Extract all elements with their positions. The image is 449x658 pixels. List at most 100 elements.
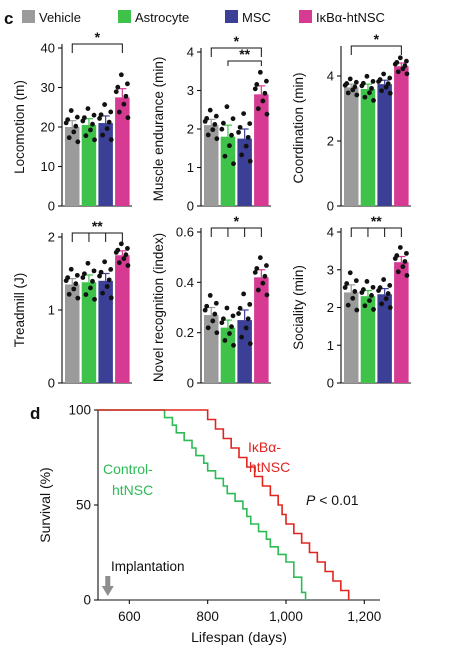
y-tick-label: 0 [83, 593, 91, 608]
data-point [370, 78, 376, 84]
data-point [387, 305, 393, 310]
legend: Vehicle Astrocyte MSC IκBα-htNSC [22, 10, 385, 25]
y-tick-label: 0 [327, 376, 334, 391]
significance-label: ** [371, 213, 382, 229]
data-point [205, 132, 211, 138]
data-point [257, 255, 263, 261]
y-axis-label: Coordination (min) [291, 72, 306, 183]
data-point [202, 307, 208, 313]
y-tick-label: 2 [187, 122, 194, 137]
data-point [385, 291, 391, 296]
y-tick-label: 0.2 [176, 325, 194, 340]
data-point [125, 263, 131, 268]
data-point [207, 293, 213, 298]
data-point [252, 269, 258, 275]
data-point [344, 281, 350, 286]
data-point [224, 104, 230, 110]
data-point [98, 112, 104, 118]
data-point [257, 69, 263, 75]
implantation-arrow-shaft [105, 576, 111, 587]
bar-ibhtnsc [115, 255, 130, 383]
data-point [222, 153, 228, 159]
data-point [118, 72, 124, 78]
data-point [91, 268, 97, 274]
data-point [75, 139, 81, 145]
data-point [264, 111, 270, 117]
data-point [92, 296, 97, 302]
data-point [227, 143, 232, 149]
survival-curve-control [98, 409, 307, 600]
y-axis-label: Survival (%) [37, 467, 53, 542]
annotation-control-2: htNSC [112, 482, 153, 498]
y-tick-label: 0 [187, 376, 194, 391]
data-point [383, 296, 389, 302]
data-point [245, 316, 251, 322]
bar-msc [377, 84, 392, 206]
data-point [229, 132, 234, 138]
data-point [260, 98, 266, 104]
y-tick-label: 4 [327, 225, 334, 240]
bar-msc [237, 138, 252, 206]
panel-label-c: c [4, 9, 13, 28]
data-point [395, 69, 401, 75]
data-point [383, 84, 389, 90]
bar-ibhtnsc [254, 277, 269, 383]
data-point [104, 126, 110, 131]
x-axis-label: Lifespan (days) [191, 629, 287, 645]
data-point [108, 295, 114, 301]
data-point [362, 303, 368, 309]
data-point [92, 137, 97, 143]
data-point [213, 300, 219, 306]
data-point [350, 295, 356, 301]
data-point [113, 89, 119, 95]
data-point [68, 108, 74, 113]
data-point [243, 143, 249, 149]
data-point [262, 273, 268, 279]
data-point [66, 291, 72, 297]
y-tick-label: 3 [327, 262, 334, 277]
data-point [91, 112, 97, 118]
implantation-arrow-head [101, 586, 114, 596]
data-point [354, 307, 360, 313]
data-point [262, 90, 268, 96]
y-tick-label: 20 [41, 120, 55, 135]
significance-bracket [210, 227, 262, 237]
data-point [241, 291, 247, 297]
data-point [237, 124, 243, 130]
data-point [71, 129, 77, 135]
y-axis-label: Muscle endurance (min) [151, 57, 166, 202]
bar-ibhtnsc [394, 262, 409, 383]
data-point [125, 246, 130, 251]
data-point [102, 102, 108, 107]
annotation-implantation: Implantation [111, 559, 185, 574]
y-tick-label: 2 [48, 230, 55, 245]
data-point [260, 280, 266, 286]
bar-msc [98, 123, 113, 206]
data-point [68, 266, 74, 272]
data-point [65, 275, 71, 281]
data-point [247, 158, 253, 164]
significance-label: * [95, 29, 101, 45]
y-tick-label: 0 [48, 199, 55, 214]
data-point [224, 305, 230, 311]
data-point [220, 120, 226, 126]
data-point [125, 115, 131, 121]
y-tick-label: 50 [76, 498, 91, 513]
y-tick-label: 1 [48, 303, 55, 318]
data-point [353, 79, 359, 85]
data-point [73, 123, 79, 129]
x-tick-label: 1,000 [269, 609, 303, 624]
data-point [264, 78, 269, 84]
significance-bracket [71, 43, 123, 53]
data-point [247, 301, 253, 307]
y-axis-label: Sociality (min) [291, 265, 306, 350]
data-point [108, 267, 114, 272]
data-point [116, 260, 122, 266]
bar-vehicle [204, 315, 219, 383]
data-point [73, 281, 79, 287]
data-point [71, 286, 77, 292]
y-tick-label: 100 [68, 403, 91, 418]
legend-swatch-msc [225, 10, 238, 23]
data-point [362, 94, 368, 100]
